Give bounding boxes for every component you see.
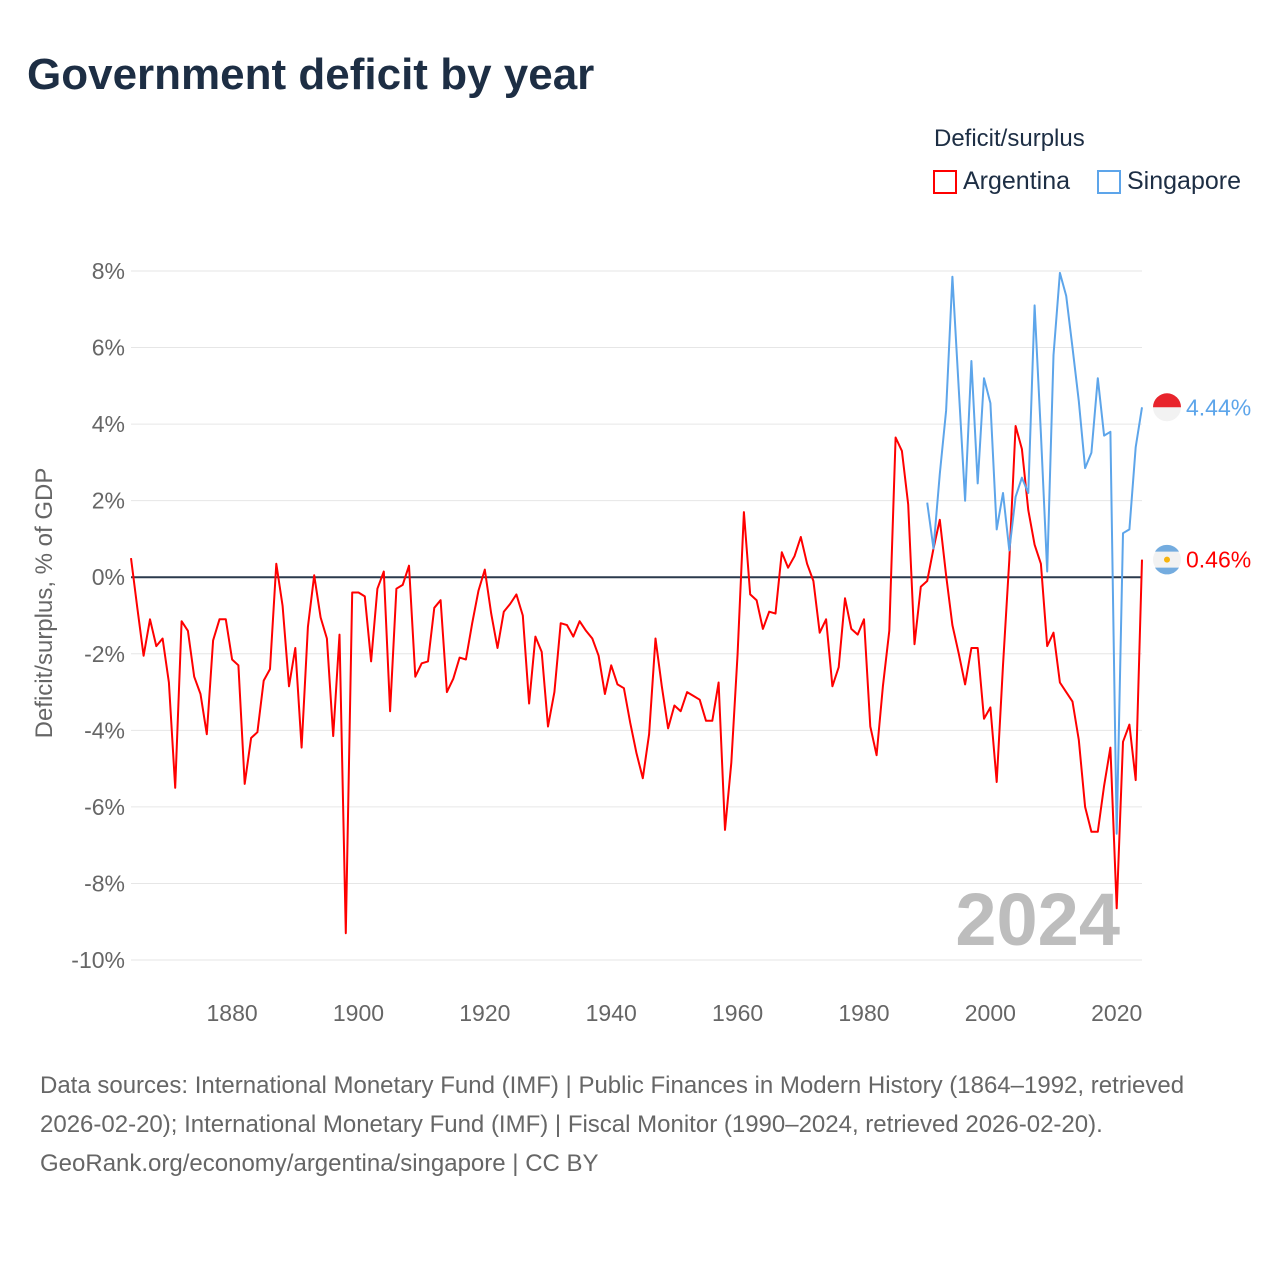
x-tick-label: 1940 (586, 1000, 637, 1026)
x-tick-label: 2020 (1091, 1000, 1142, 1026)
end-marker-argentina: 0.46% (1153, 544, 1251, 575)
y-tick-label: -4% (84, 717, 125, 743)
x-tick-label: 1920 (459, 1000, 510, 1026)
y-tick-label: 4% (92, 411, 125, 437)
y-tick-label: -2% (84, 641, 125, 667)
x-tick-label: 1900 (333, 1000, 384, 1026)
legend-item-argentina[interactable]: Argentina (933, 167, 1070, 196)
y-tick-label: -8% (84, 870, 125, 896)
y-tick-label: 6% (92, 335, 125, 361)
x-tick-label: 1880 (207, 1000, 258, 1026)
series-line-argentina (130, 425, 1143, 935)
credit-link[interactable]: GeoRank.org/economy/argentina/singapore … (40, 1150, 599, 1177)
legend-item-singapore[interactable]: Singapore (1097, 167, 1241, 196)
y-tick-label: 2% (92, 488, 125, 514)
legend-swatch-argentina (933, 169, 957, 194)
end-label-singapore: 4.44% (1186, 394, 1251, 420)
legend-title: Deficit/surplus (934, 125, 1085, 152)
y-tick-label: -6% (84, 794, 125, 820)
series-line-singapore (926, 271, 1143, 835)
x-tick-label: 1980 (838, 1000, 889, 1026)
y-tick-label: 8% (92, 258, 125, 284)
end-label-argentina: 0.46% (1186, 547, 1251, 573)
legend-label: Argentina (963, 167, 1071, 195)
x-tick-label: 1960 (712, 1000, 763, 1026)
y-tick-label: -10% (71, 947, 125, 973)
end-marker-singapore: 4.44% (1153, 393, 1251, 422)
legend-swatch-singapore (1097, 169, 1121, 194)
legend-label: Singapore (1127, 167, 1241, 195)
flag-stripe (1155, 567, 1179, 575)
flag-sun (1164, 556, 1170, 563)
y-tick-label: 0% (92, 564, 125, 590)
flag-stripe (1155, 544, 1179, 552)
x-tick-label: 2000 (965, 1000, 1016, 1026)
data-sources: Data sources: International Monetary Fun… (40, 1072, 1185, 1138)
page-title: Government deficit by year (27, 50, 595, 99)
year-watermark: 2024 (955, 878, 1120, 961)
flag-stripe (1153, 393, 1181, 408)
line-chart: 8% 6% 4% 2% 0% -2% -4% -6% -8% -10% 1880 1900 1920 19… (31, 258, 1251, 1026)
y-axis-label: Deficit/surplus, % of GDP (31, 468, 58, 739)
footer: Data sources: International Monetary Fun… (40, 1066, 1240, 1183)
